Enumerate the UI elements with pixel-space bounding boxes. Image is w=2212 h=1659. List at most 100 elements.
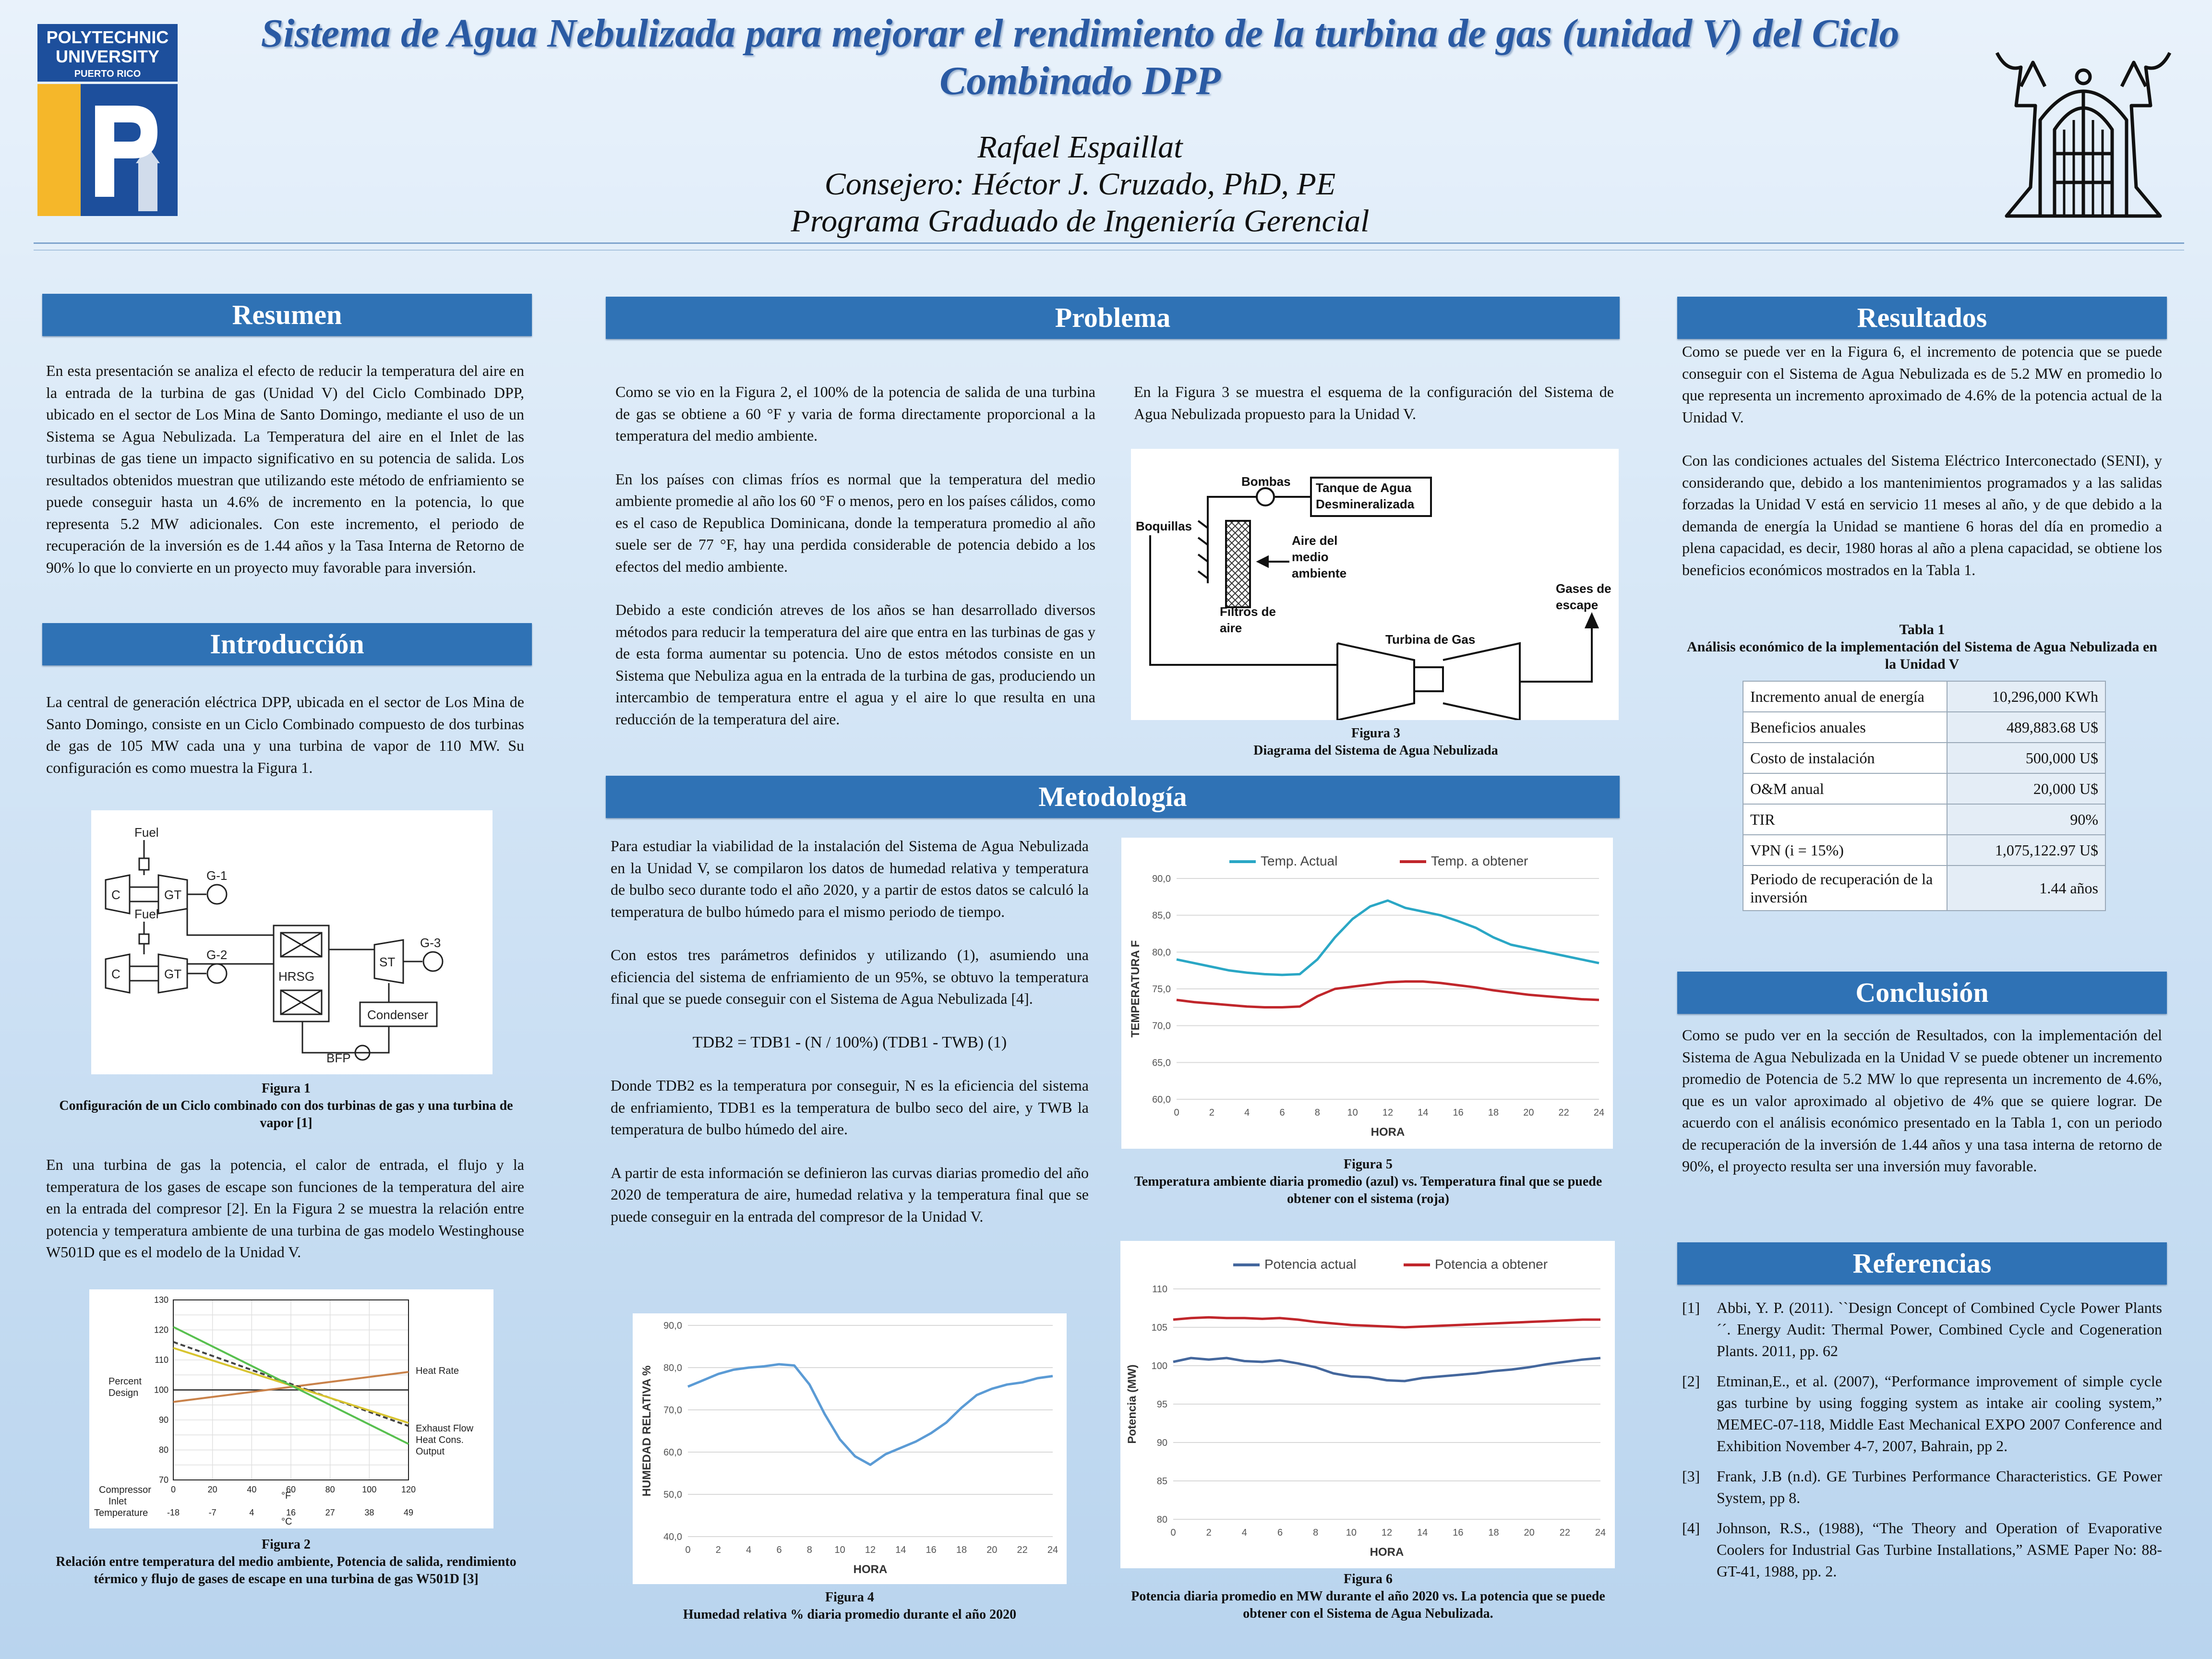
x-tick-label: 22 [1559, 1107, 1569, 1118]
x-tick-label-celsius: 4 [249, 1508, 254, 1517]
x-tick-label: 20 [1523, 1107, 1534, 1118]
resultados-text-1: Como se puede ver en la Figura 6, el inc… [1682, 343, 2162, 426]
table-cell-label: Periodo de recuperación de la inversión [1743, 865, 1948, 911]
references-list: [1] Abbi, Y. P. (2011). ``Design Concept … [1682, 1297, 2162, 1591]
x-tick-label: 6 [1279, 1107, 1285, 1118]
authors-block: Rafael Espaillat Consejero: Héctor J. Cr… [384, 129, 1776, 240]
fig2-ci-3: Temperature [94, 1508, 148, 1518]
x-tick-label: 2 [1206, 1527, 1212, 1538]
fig1-g1: G-1 [206, 868, 227, 883]
logo-text-2: UNIVERSITY [56, 47, 159, 66]
table-number: Tabla 1 [1899, 622, 1945, 637]
fig2-label-heat-rate: Heat Rate [416, 1366, 459, 1376]
poster-title: Sistema de Agua Nebulizada para mejorar … [261, 11, 1899, 104]
y-tick-label: 60,0 [663, 1447, 682, 1458]
table-cell-value: 1,075,122.97 U$ [1947, 834, 2106, 866]
x-tick-label: 18 [956, 1545, 967, 1555]
reference-item: [1] Abbi, Y. P. (2011). ``Design Concept … [1682, 1297, 2162, 1362]
reference-text: Etminan,E., et al. (2007), “Performance … [1717, 1372, 2162, 1455]
reference-text: Abbi, Y. P. (2011). ``Design Concept of … [1717, 1299, 2162, 1359]
resumen-text: En esta presentación se analiza el efect… [46, 362, 524, 576]
x-tick-label-celsius: -7 [209, 1508, 216, 1517]
fig2-label-output: Output [416, 1446, 445, 1457]
fig2-ci-1: Compressor [99, 1485, 151, 1495]
fig3-turbina: Turbina de Gas [1385, 632, 1475, 647]
table-caption: Tabla 1 Análisis económico de la impleme… [1682, 621, 2162, 673]
series-line-2 [173, 1341, 409, 1427]
x-tick-label: 2 [716, 1545, 721, 1555]
figure-3-caption: Figura 3 Diagrama del Sistema de Agua Ne… [1133, 725, 1619, 759]
series-line-1 [687, 1363, 1053, 1466]
x-tick-label-celsius: 27 [325, 1508, 335, 1517]
x-tick-label: 0 [171, 1485, 176, 1494]
referencias-heading: Referencias [1677, 1242, 2167, 1285]
reference-item: [3] Frank, J.B (n.d). GE Turbines Perform… [1682, 1466, 2162, 1509]
problema-text-2: En los países con climas fríos es normal… [615, 470, 1095, 575]
table-cell-label: Incremento anual de energía [1743, 681, 1948, 712]
x-tick-label: 24 [1047, 1545, 1058, 1555]
figure-4-description: Humedad relativa % diaria promedio duran… [683, 1607, 1017, 1622]
y-tick-label: 80 [1157, 1515, 1167, 1525]
y-tick-label: 100 [1152, 1361, 1167, 1371]
y-tick-label: 80 [159, 1445, 168, 1455]
y-tick-label: 40,0 [663, 1532, 682, 1542]
x-tick-label: 16 [1453, 1107, 1464, 1118]
y-tick-label: 70,0 [1152, 1021, 1171, 1032]
series-line-1 [173, 1371, 409, 1403]
x-tick-label: 10 [1347, 1107, 1358, 1118]
x-tick-label-celsius: 16 [286, 1508, 296, 1517]
fig2-label-exhaust: Exhaust Flow [416, 1423, 474, 1434]
x-tick-label: 12 [1382, 1107, 1393, 1118]
x-axis-label: HORA [1371, 1126, 1405, 1139]
fig1-gt-2: GT [164, 967, 181, 981]
table-cell-label: VPN (i = 15%) [1743, 834, 1948, 866]
series-line-2 [1173, 1316, 1600, 1329]
x-tick-label: 0 [685, 1545, 690, 1555]
y-axis-label: TEMPERATURA F [1129, 940, 1142, 1038]
table-row: Costo de instalación 500,000 U$ [1743, 742, 2106, 774]
x-tick-label: 60 [286, 1485, 296, 1494]
figure-4-number: Figura 4 [825, 1590, 874, 1605]
fig1-bfp: BFP [326, 1051, 351, 1065]
figure-2-number: Figura 2 [262, 1537, 311, 1552]
y-tick-label: 85,0 [1152, 911, 1171, 921]
x-tick-label-celsius: -18 [167, 1508, 180, 1517]
figure-5: 60,0 65,0 70,0 75,0 80,0 85,0 90,0 0 2 4 6 8 10 12 14 1… [1121, 838, 1613, 1149]
metodologia-text: Para estudiar la viabilidad de la instal… [611, 835, 1089, 1249]
fig3-filtros-2: aire [1220, 621, 1242, 635]
fig1-fuel-1: Fuel [134, 825, 159, 840]
problema-left-text: Como se vio en la Figura 2, el 100% de l… [615, 381, 1095, 752]
legend-label: Temp. a obtener [1431, 854, 1528, 868]
fig3-gases-1: Gases de [1556, 581, 1611, 596]
reference-number: [2] [1682, 1372, 1700, 1390]
figure-6-number: Figura 6 [1344, 1572, 1393, 1587]
y-tick-label: 110 [1152, 1284, 1167, 1295]
x-tick-label: 40 [247, 1485, 256, 1494]
table-cell-value: 1.44 años [1947, 865, 2106, 911]
y-tick-label: 110 [155, 1355, 168, 1365]
advisor-name: Consejero: Héctor J. Cruzado, PhD, PE [824, 167, 1336, 202]
fig1-hrsg: HRSG [278, 969, 314, 984]
y-tick-label: 80,0 [1152, 947, 1171, 958]
y-tick-label: 105 [1152, 1322, 1167, 1333]
x-tick-label: 0 [1170, 1527, 1176, 1538]
reference-number: [1] [1682, 1299, 1700, 1316]
y-tick-label: 80,0 [663, 1363, 682, 1373]
problema-heading: Problema [606, 297, 1620, 339]
metodologia-text-1: Para estudiar la viabilidad de la instal… [611, 837, 1089, 920]
x-axis-label: HORA [1370, 1546, 1404, 1559]
conclusion-heading: Conclusión [1677, 972, 2167, 1014]
fig3-gases-2: escape [1556, 598, 1598, 612]
series-line-1 [1176, 899, 1599, 976]
header-divider [34, 242, 2184, 244]
y-tick-label: 130 [154, 1295, 168, 1305]
figure-4: 40,0 50,0 60,0 70,0 80,0 90,0 0 2 4 6 8 10 12 14 16 18 2… [633, 1313, 1067, 1584]
figure-6: 80 85 90 95 100 105 110 0 2 4 6 8 10 12 14 16 18 20 22 24 HO… [1120, 1241, 1615, 1568]
x-tick-label: 10 [835, 1545, 845, 1555]
fig3-aire-1: Aire del [1292, 533, 1337, 548]
figure-1-description: Configuración de un Ciclo combinado con … [59, 1098, 513, 1130]
problema-text-4: En la Figura 3 se muestra el esquema de … [1134, 383, 1614, 422]
y-tick-label: 120 [154, 1325, 168, 1335]
y-tick-label: 60,0 [1152, 1094, 1171, 1105]
figure-4-caption: Figura 4 Humedad relativa % diaria prome… [611, 1589, 1089, 1623]
